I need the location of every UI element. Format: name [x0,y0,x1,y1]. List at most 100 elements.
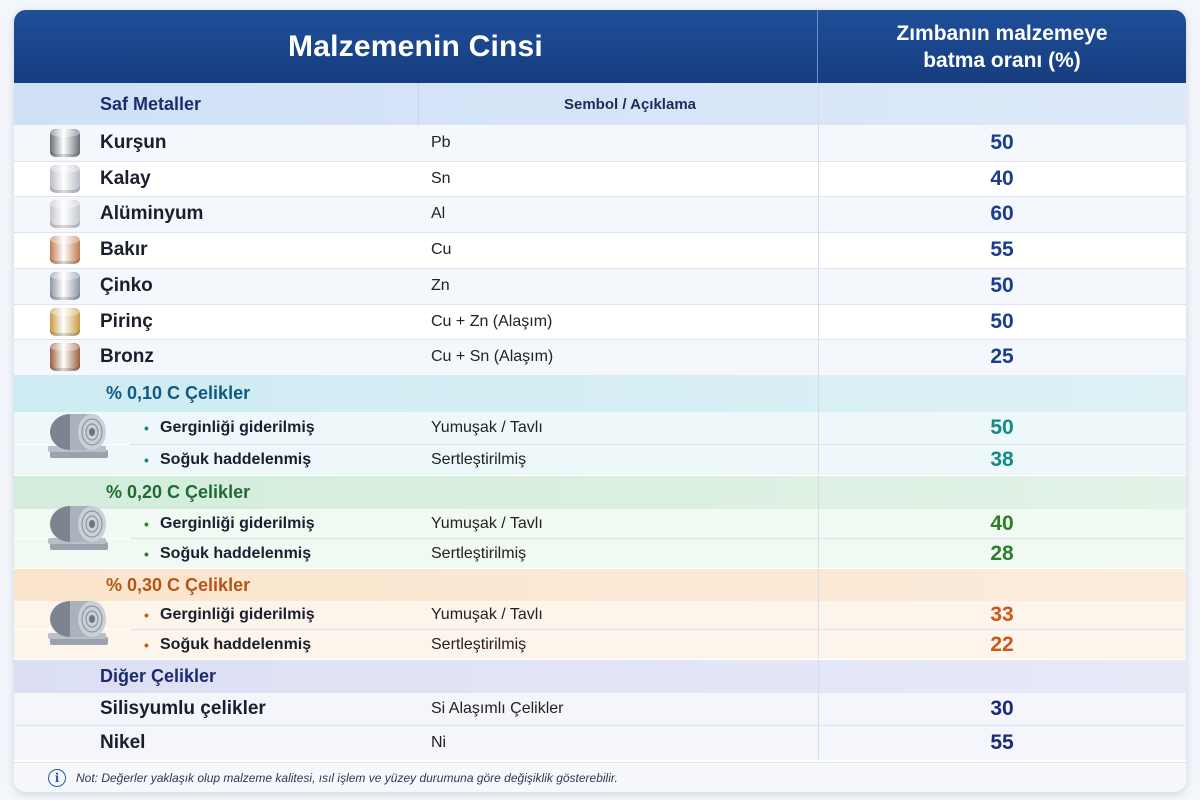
bullet-icon: • [144,545,149,562]
column-divider [418,83,419,125]
material-description: Yumuşak / Tavlı [431,419,543,436]
table-row: Pirinç Cu + Zn (Alaşım) 50 [14,304,1186,339]
material-description: Si Alaşımlı Çelikler [431,700,564,717]
table-row: Nikel Ni 55 [14,726,1186,760]
bullet-icon: • [144,420,149,436]
table-row: • Soğuk haddelenmiş Sertleştirilmiş 22 [14,630,1186,659]
material-table-card: Malzemenin Cinsi Zımbanın malzemeye batm… [14,10,1186,792]
row-divider [14,268,1186,269]
section-other-steels-header: Diğer Çelikler [14,660,1186,693]
penetration-value: 33 [990,603,1014,626]
penetration-value: 40 [990,166,1014,190]
column-divider [818,339,819,375]
table-row: Çinko Zn 50 [14,268,1186,304]
material-symbol: Cu + Zn (Alaşım) [431,312,553,330]
table-header: Malzemenin Cinsi Zımbanın malzemeye batm… [14,10,1186,83]
material-description: Sertleştirilmiş [431,635,527,653]
section-pure-metals-header: Saf Metaller Sembol / Açıklama [14,83,1186,125]
row-divider [130,444,1186,445]
penetration-value: 50 [990,309,1014,333]
material-name: Nikel [100,732,146,753]
penetration-value: 50 [990,416,1014,439]
material-name: Pirinç [100,310,153,332]
material-name: Soğuk haddelenmiş [160,544,312,562]
penetration-ratio-header-line1: Zımbanın malzemeye [896,21,1108,45]
table-row: • Soğuk haddelenmiş Sertleştirilmiş 38 [14,445,1186,475]
penetration-value: 60 [990,202,1014,225]
material-name: Kurşun [100,132,167,153]
column-divider [818,125,819,161]
column-divider [818,161,819,196]
section-steel-020-header: % 0,20 C Çelikler [14,476,1186,509]
row-divider [14,161,1186,162]
column-divider [818,601,819,629]
penetration-value: 22 [990,632,1014,656]
penetration-ratio-header: Zımbanın malzemeye batma oranı (%) [818,10,1186,83]
table-row: Alüminyum Al 60 [14,196,1186,232]
row-divider [14,196,1186,197]
section-title: Diğer Çelikler [100,666,217,686]
column-divider [818,693,819,725]
section-title: % 0,20 C Çelikler [106,482,251,502]
penetration-value: 25 [990,345,1014,368]
material-symbol: Zn [431,277,450,294]
bronze-disc-icon [50,343,80,371]
column-divider [818,304,819,339]
penetration-ratio-header-line2: batma oranı (%) [923,48,1081,72]
column-divider [818,375,819,412]
table-row: Kalay Sn 40 [14,161,1186,196]
column-divider [818,445,819,475]
material-symbol: Cu + Sn (Alaşım) [431,348,554,365]
info-icon: i [48,768,66,787]
material-name: Bronz [100,346,154,367]
table-row: Silisyumlu çelikler Si Alaşımlı Çelikler… [14,693,1186,725]
column-divider [818,232,819,268]
material-description: Ni [431,734,447,751]
material-name: Çinko [100,275,153,296]
table-row: Kurşun Pb 50 [14,125,1186,161]
material-name: Soğuk haddelenmiş [160,635,312,653]
material-description: Yumuşak / Tavlı [431,514,543,532]
column-divider [818,412,819,444]
column-divider [818,196,819,232]
material-symbol: Cu [431,241,452,258]
tin-disc-icon [50,165,80,193]
column-divider [818,268,819,304]
material-name: Alüminyum [100,203,204,224]
table-row: • Gerginliği giderilmiş Yumuşak / Tavlı … [14,412,1186,444]
penetration-value: 38 [990,448,1014,471]
material-name: Gerginliği giderilmiş [160,514,315,532]
material-name: Kalay [100,167,151,189]
material-name: Bakır [100,239,148,260]
row-divider [130,538,1186,539]
row-divider [14,232,1186,233]
row-divider [14,304,1186,305]
penetration-value: 30 [990,697,1014,720]
material-description: Yumuşak / Tavlı [431,606,543,623]
column-divider [818,539,819,568]
table-row: Bronz Cu + Sn (Alaşım) 25 [14,339,1186,375]
material-name: Soğuk haddelenmiş [160,451,312,468]
column-divider [818,509,819,538]
row-divider [14,725,1186,726]
bullet-icon: • [144,515,149,532]
symbol-column-header: Sembol / Açıklama [564,95,696,113]
row-divider [130,629,1186,630]
brass-disc-icon [50,308,80,336]
column-divider [818,660,819,693]
column-divider [818,726,819,760]
steel-coil-icon [48,601,108,645]
section-steel-010-header: % 0,10 C Çelikler [14,375,1186,412]
table-row: • Gerginliği giderilmiş Yumuşak / Tavlı … [14,509,1186,538]
section-steel-030-header: % 0,30 C Çelikler [14,569,1186,601]
penetration-value: 55 [990,731,1014,754]
row-divider [14,339,1186,340]
material-symbol: Al [431,205,446,222]
material-type-header: Malzemenin Cinsi [14,10,818,83]
steel-coil-icon [48,414,108,458]
material-symbol: Sn [431,169,451,187]
column-divider [818,630,819,659]
section-title: % 0,10 C Çelikler [106,383,251,403]
penetration-value: 50 [990,274,1014,297]
footnote-text: Not: Değerler yaklaşık olup malzeme kali… [76,770,618,785]
